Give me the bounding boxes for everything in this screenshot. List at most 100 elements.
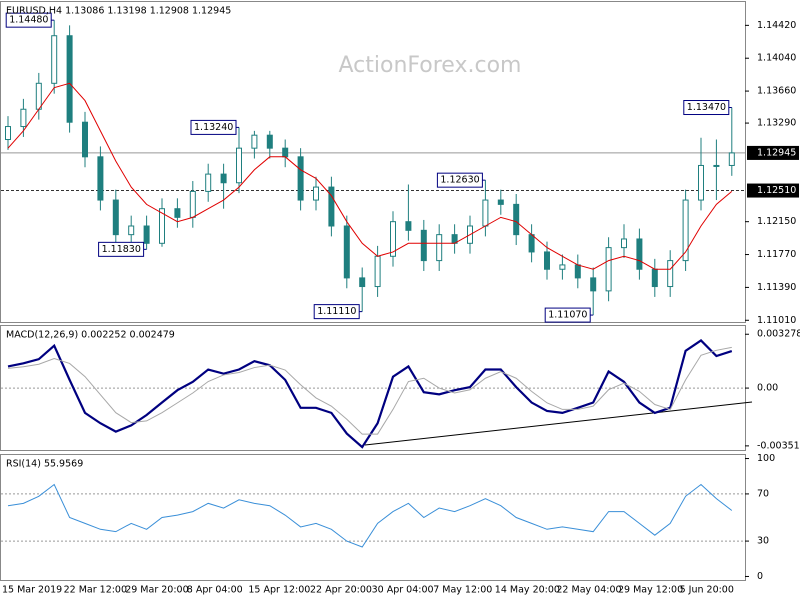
annotation-box (5, 12, 52, 28)
price-label-box (747, 145, 799, 160)
candle-body (220, 173, 227, 184)
annotation-label: 1.13470 (687, 102, 726, 113)
candle-body (20, 108, 27, 128)
candle-body (420, 229, 427, 262)
x-tick-label: 15 Apr 12:00 (248, 585, 310, 596)
candle-body (359, 277, 366, 288)
price-label: 1.12945 (757, 147, 796, 158)
y-tick-label: 1.11390 (757, 282, 796, 293)
indicator-line (7, 339, 733, 449)
y-tick-label: 1.12150 (757, 216, 796, 227)
candle-body (544, 251, 550, 270)
candle-body (605, 247, 612, 292)
candle-body (713, 164, 720, 167)
annotation-box (544, 307, 591, 323)
indicator-line (7, 346, 732, 435)
candle-body (128, 225, 135, 236)
annotation-label: 1.11830 (102, 244, 141, 255)
y-tick-label: 1.13660 (757, 86, 796, 97)
candle-body (82, 121, 88, 158)
annotation-label: 1.14480 (9, 15, 48, 26)
y-tick-label: 0.00 (757, 383, 778, 394)
watermark: ActionForex.com (339, 53, 522, 78)
y-tick-label: -0.003519 (757, 440, 800, 451)
candle-body (343, 225, 350, 279)
x-tick-label: 30 Apr 04:00 (372, 585, 434, 596)
y-tick-label: 70 (757, 488, 769, 499)
annotation-box (313, 304, 360, 320)
price-panel (0, 1, 746, 323)
candle-body (636, 238, 643, 270)
candle-body (513, 203, 520, 236)
candle-body (682, 199, 689, 262)
candle-body (590, 277, 597, 292)
candle-body (112, 199, 119, 236)
candle-body (698, 164, 704, 201)
price-label-box (747, 183, 799, 198)
candle-body (482, 199, 489, 227)
candle-body (667, 260, 674, 288)
x-tick-label: 22 May 04:00 (556, 585, 621, 596)
candle-body (174, 208, 181, 218)
x-tick-label: 29 May 12:00 (618, 585, 683, 596)
candle-body (236, 147, 242, 184)
candle-body (143, 225, 150, 244)
candle-body (651, 268, 658, 288)
trend-line (364, 401, 753, 446)
candle-body (35, 82, 42, 110)
x-tick-label: 15 Mar 2019 (2, 585, 62, 596)
y-tick-label: 1.14420 (757, 20, 796, 31)
annotation-box (683, 100, 730, 116)
annotation-box (98, 241, 145, 257)
x-tick-label: 7 May 12:00 (433, 585, 492, 596)
annotation-box (190, 119, 237, 135)
y-tick-label: 30 (757, 536, 769, 547)
panel-title: MACD(12,26,9) 0.002252 0.002479 (6, 330, 175, 341)
x-tick-label: 5 Jun 20:00 (680, 585, 734, 596)
candle-body (282, 147, 289, 158)
x-tick-label: 22 Apr 20:00 (310, 585, 372, 596)
candle-body (728, 152, 735, 166)
candle-body (297, 156, 304, 201)
candle-body (328, 186, 335, 227)
candle-body (266, 134, 273, 149)
candle-body (66, 35, 73, 123)
x-tick-label: 8 Apr 04:00 (187, 585, 243, 596)
x-tick-label: 29 Mar 20:00 (125, 585, 188, 596)
candle-body (5, 126, 11, 141)
candle-body (574, 264, 581, 279)
candle-body (436, 234, 443, 262)
candle-body (97, 156, 104, 201)
candle-body (559, 264, 566, 270)
candle-body (159, 208, 165, 244)
candle-body (189, 190, 196, 218)
candle-body (251, 134, 258, 149)
moving-average (7, 82, 733, 270)
y-tick-label: 1.13290 (757, 118, 796, 129)
y-tick-label: 1.11770 (757, 249, 796, 260)
candle-body (313, 186, 319, 201)
candle-body (621, 238, 627, 249)
price-label: 1.12510 (757, 185, 796, 196)
y-tick-label: 1.11010 (757, 315, 796, 326)
y-tick-label: 0.003278 (757, 329, 800, 340)
y-tick-label: 1.14040 (757, 53, 796, 64)
annotation-box (436, 172, 483, 188)
x-tick-label: 14 May 20:00 (495, 585, 560, 596)
candle-body (205, 173, 212, 192)
panel-title: RSI(14) 55.9569 (6, 459, 83, 470)
x-tick-label: 22 Mar 12:00 (64, 585, 127, 596)
candle-body (497, 199, 504, 205)
annotation-label: 1.11070 (548, 310, 587, 321)
y-tick-label: 0 (757, 571, 763, 582)
annotation-label: 1.12630 (440, 175, 479, 186)
rsi-panel (0, 454, 746, 581)
candle-body (528, 234, 535, 253)
annotation-label: 1.13240 (194, 122, 233, 133)
candle-body (390, 221, 396, 257)
candle-body (51, 35, 58, 84)
candle-body (374, 255, 381, 288)
candle-body (405, 221, 412, 231)
panel-title: EURUSD,H4 1.13086 1.13198 1.12908 1.1294… (6, 6, 231, 17)
